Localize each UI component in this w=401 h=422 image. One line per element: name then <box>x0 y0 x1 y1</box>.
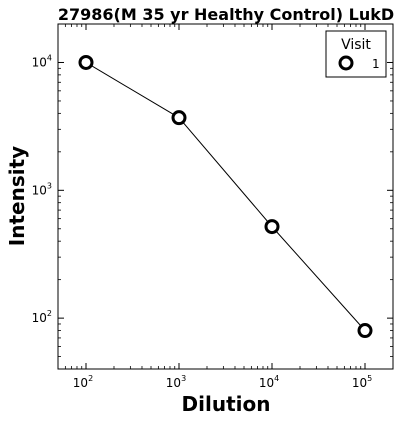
legend: Visit 1 <box>325 30 387 78</box>
chart-title: 27986(M 35 yr Healthy Control) LukD <box>58 5 394 24</box>
y-tick-label: 103 <box>32 181 52 197</box>
y-axis-label: Intensity <box>5 146 29 246</box>
y-tick-label: 102 <box>32 309 52 325</box>
data-point <box>357 323 373 339</box>
data-point <box>171 110 187 126</box>
y-axis: 102 103 104 <box>32 23 393 370</box>
data-point <box>78 54 94 70</box>
x-tick-label: 104 <box>259 374 279 390</box>
legend-entry-label: 1 <box>372 57 380 71</box>
x-tick-label: 103 <box>166 374 186 390</box>
data-point <box>264 219 280 235</box>
x-tick-label: 105 <box>352 374 372 390</box>
legend-title: Visit <box>341 37 371 53</box>
series-line <box>85 62 366 331</box>
y-tick-label: 104 <box>32 53 52 69</box>
x-tick-label: 102 <box>73 374 93 390</box>
series-layer <box>78 54 373 339</box>
x-axis: 102 103 104 105 <box>57 24 394 390</box>
legend-marker <box>338 55 354 71</box>
legend-box <box>325 30 387 78</box>
x-axis-label: Dilution <box>182 392 271 416</box>
